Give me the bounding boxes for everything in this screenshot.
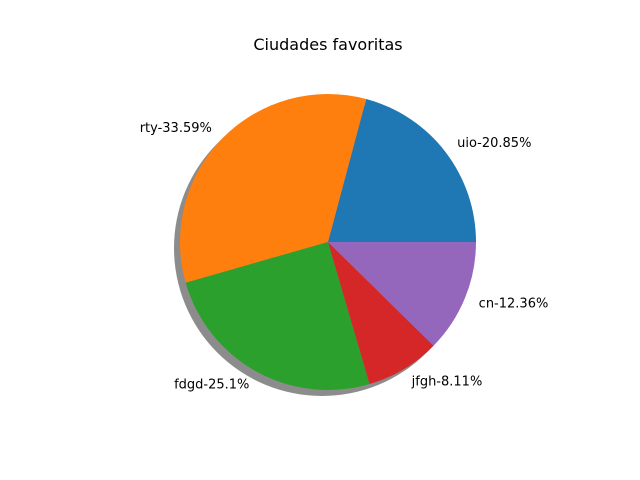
pie-labels: uio-20.85% rty-33.59% fdgd-25.1% jfgh-8.11%… bbox=[140, 121, 549, 393]
chart-title: Ciudades favoritas bbox=[253, 35, 402, 54]
pie-slice-4 bbox=[328, 242, 476, 346]
pie-slice-label-2: fdgd-25.1% bbox=[174, 378, 249, 393]
pie-slice-1 bbox=[180, 94, 367, 283]
pie-slice-label-1: rty-33.59% bbox=[140, 121, 212, 136]
pie-slices bbox=[180, 94, 476, 390]
pie-slice-label-3: jfgh-8.11% bbox=[411, 375, 483, 390]
pie-slice-2 bbox=[185, 242, 370, 390]
pie-slice-3 bbox=[328, 242, 434, 385]
pie-slice-0 bbox=[328, 99, 476, 243]
pie-slice-label-4: cn-12.36% bbox=[479, 297, 549, 312]
pie-slice-label-0: uio-20.85% bbox=[457, 136, 531, 151]
